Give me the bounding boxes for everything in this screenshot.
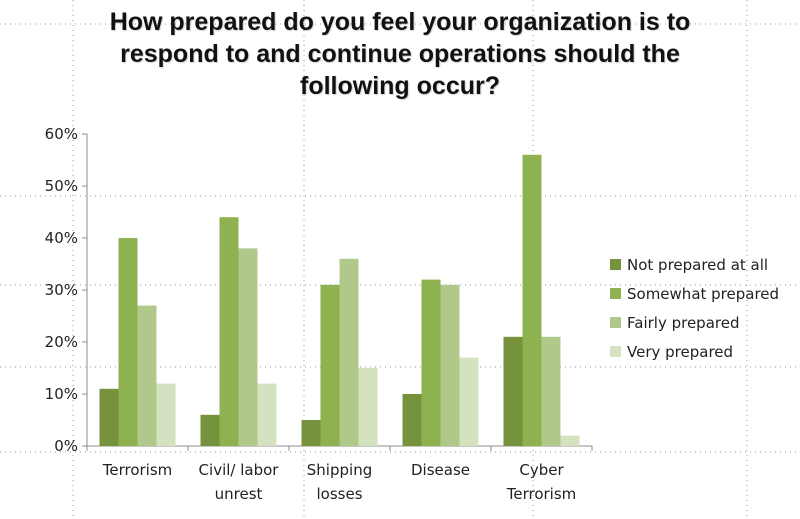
bar (503, 336, 523, 446)
bar (402, 394, 422, 446)
legend-label: Not prepared at all (627, 256, 768, 274)
category-label: Cyber (519, 461, 564, 479)
legend-label: Very prepared (627, 343, 733, 361)
bar (238, 248, 258, 446)
category-label: Terrorism (102, 461, 173, 479)
bar (459, 357, 479, 446)
y-tick-label: 20% (45, 333, 78, 351)
legend-label: Somewhat prepared (627, 285, 779, 303)
y-tick-label: 10% (45, 385, 78, 403)
bar (320, 284, 340, 446)
y-tick-label: 40% (45, 229, 78, 247)
chart-title-line: respond to and continue operations shoul… (120, 40, 680, 68)
category-label: Terrorism (506, 485, 577, 503)
bar (99, 388, 119, 446)
bar (560, 435, 580, 446)
chart-title-line: How prepared do you feel your organizati… (109, 8, 691, 36)
bar (541, 336, 561, 446)
y-tick-label: 60% (45, 125, 78, 143)
legend-swatch (610, 288, 621, 299)
bar (219, 217, 239, 446)
y-tick-label: 0% (54, 437, 78, 455)
y-tick-label: 30% (45, 281, 78, 299)
category-label: losses (316, 485, 362, 503)
legend-swatch (610, 346, 621, 357)
legend-swatch (610, 317, 621, 328)
bar (257, 383, 277, 446)
bar (358, 368, 378, 446)
category-label: Disease (411, 461, 470, 479)
bar (156, 383, 176, 446)
legend-swatch (610, 259, 621, 270)
category-label: unrest (215, 485, 263, 503)
bar (421, 279, 441, 446)
chart-title-line: following occur? (300, 72, 500, 100)
y-tick-label: 50% (45, 177, 78, 195)
bar (118, 238, 138, 446)
legend-label: Fairly prepared (627, 314, 739, 332)
bar (200, 414, 220, 446)
bar (301, 420, 321, 446)
chart-title: How prepared do you feel your organizati… (20, 6, 780, 102)
bar (440, 284, 460, 446)
bar (339, 258, 359, 446)
category-label: Civil/ labor (199, 461, 280, 479)
bar (137, 305, 157, 446)
category-label: Shipping (307, 461, 372, 479)
bar (522, 154, 542, 447)
